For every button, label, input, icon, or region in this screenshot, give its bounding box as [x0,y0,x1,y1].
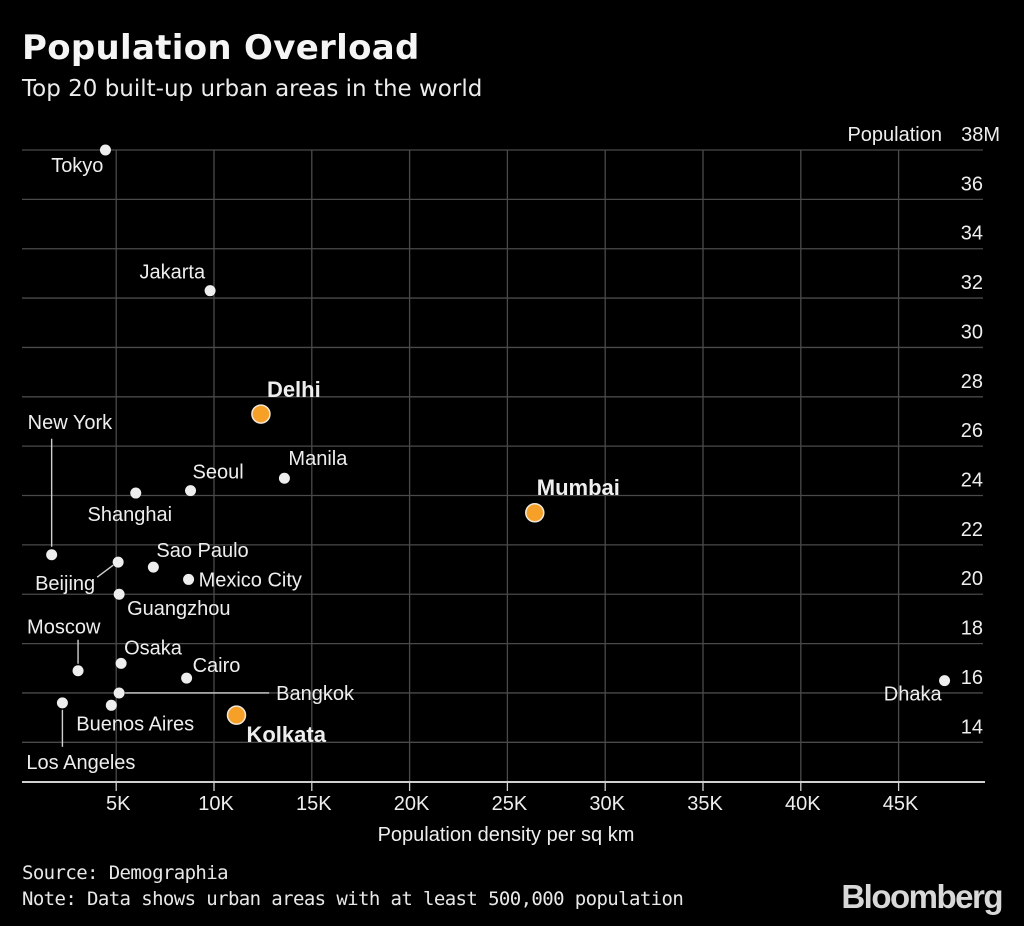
point-moscow [72,665,84,677]
y-axis-ticks: 14 16 18 20 22 24 26 28 30 32 34 36 Population 38M [847,124,1000,738]
data-points [46,144,951,725]
point-label-seoul: Seoul [193,462,244,484]
chart-subtitle: Top 20 built-up urban areas in the world [22,76,483,102]
data-note: Note: Data shows urban areas with at lea… [22,888,684,910]
point-new-york [46,549,58,561]
point-manila [278,472,290,484]
point-label-dhaka: Dhaka [884,684,943,706]
y-tick-label: 30 [961,321,983,343]
x-tick-label: 5K [106,793,131,815]
grid-lines [22,149,983,782]
y-tick-label: 32 [961,272,983,294]
point-labels: Tokyo Jakarta Delhi Manila Seoul Shanghai Mumb… [26,155,942,774]
source-note: Source: Demographia [22,862,229,884]
y-tick-label: 24 [961,470,983,492]
point-cairo [181,672,193,684]
x-tick-label: 45K [883,793,919,815]
y-tick-label: 18 [961,618,983,640]
y-tick-label: 26 [961,420,983,442]
point-shanghai [130,487,142,499]
y-tick-label: 38M [961,124,1000,146]
point-label-tokyo: Tokyo [51,155,103,177]
x-axis: 5K 10K 15K 20K 25K 30K 35K 40K 45K [22,781,985,815]
y-axis-title: Population [847,124,942,146]
point-label-cairo: Cairo [193,655,241,677]
point-label-buenos-aires: Buenos Aires [76,713,194,735]
x-tick-label: 25K [492,793,528,815]
point-seoul [185,485,197,497]
point-label-bangkok: Bangkok [276,683,355,705]
leader-lines [50,438,270,747]
y-tick-label: 34 [961,223,983,245]
point-mexico-city [183,573,195,585]
point-delhi [251,404,271,424]
point-label-mexico-city: Mexico City [199,569,302,591]
point-osaka [115,657,127,669]
point-label-moscow: Moscow [27,617,101,639]
y-tick-label: 20 [961,568,983,590]
point-dhaka [939,675,951,687]
x-axis-label: Population density per sq km [378,824,635,846]
point-label-manila: Manila [288,448,348,470]
point-label-jakarta: Jakarta [139,262,205,284]
point-jakarta [204,285,216,297]
point-label-osaka: Osaka [124,637,183,659]
point-tokyo [99,144,111,156]
point-label-shanghai: Shanghai [87,504,172,526]
x-tick-label: 30K [589,793,625,815]
y-tick-label: 16 [961,667,983,689]
point-buenos-aires [105,699,117,711]
point-los-angeles [56,697,68,709]
point-label-mumbai: Mumbai [537,475,620,500]
x-tick-label: 15K [296,793,332,815]
y-tick-label: 28 [961,371,983,393]
y-tick-label: 22 [961,519,983,541]
point-label-kolkata: Kolkata [246,722,326,747]
point-kolkata [226,705,247,725]
point-mumbai [525,503,545,523]
point-bangkok [113,687,125,699]
point-sao-paulo [147,561,159,573]
x-tick-label: 10K [198,793,234,815]
bloomberg-logo: Bloomberg [841,878,1003,915]
point-label-new-york: New York [28,412,113,434]
leader-line-beijing [96,564,114,578]
point-guangzhou [113,588,125,600]
y-tick-label: 14 [961,716,983,738]
point-label-los-angeles: Los Angeles [26,752,135,774]
point-label-beijing: Beijing [35,573,95,595]
point-label-guangzhou: Guangzhou [127,598,230,620]
point-beijing [112,556,124,568]
y-tick-label: 36 [961,173,983,195]
x-tick-label: 20K [394,793,430,815]
x-tick-label: 35K [687,793,723,815]
x-tick-label: 40K [785,793,821,815]
point-label-sao-paulo: Sao Paulo [156,540,248,562]
chart-title: Population Overload [22,28,420,68]
point-label-delhi: Delhi [267,377,321,402]
